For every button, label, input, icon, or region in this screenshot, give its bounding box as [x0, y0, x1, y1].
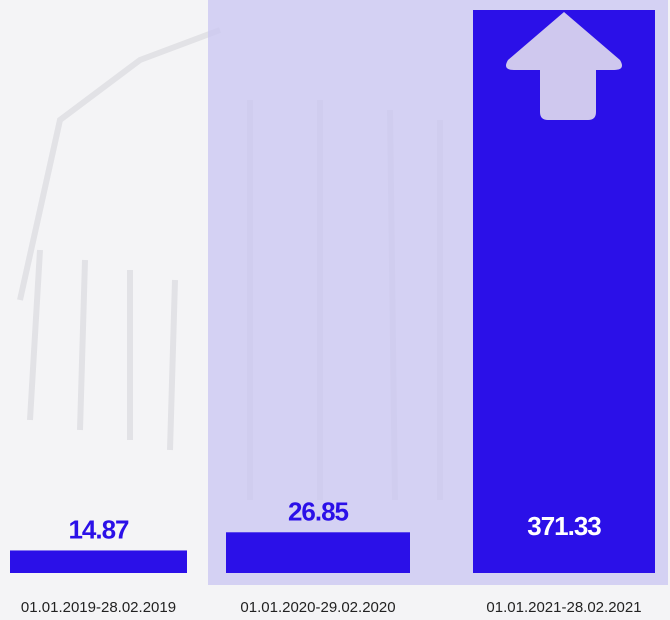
bar [10, 550, 187, 573]
x-tick-label: 01.01.2021-28.02.2021 [486, 599, 641, 616]
up-arrow-icon [506, 12, 622, 120]
x-tick-label: 01.01.2019-28.02.2019 [21, 599, 176, 616]
sketch-line [27, 249, 178, 451]
x-tick-label: 01.01.2020-29.02.2020 [240, 599, 395, 616]
sketch-line [17, 27, 222, 301]
value-label: 26.85 [288, 496, 349, 526]
bar [226, 532, 410, 573]
value-label: 14.87 [68, 514, 129, 544]
value-label: 371.33 [527, 511, 601, 541]
